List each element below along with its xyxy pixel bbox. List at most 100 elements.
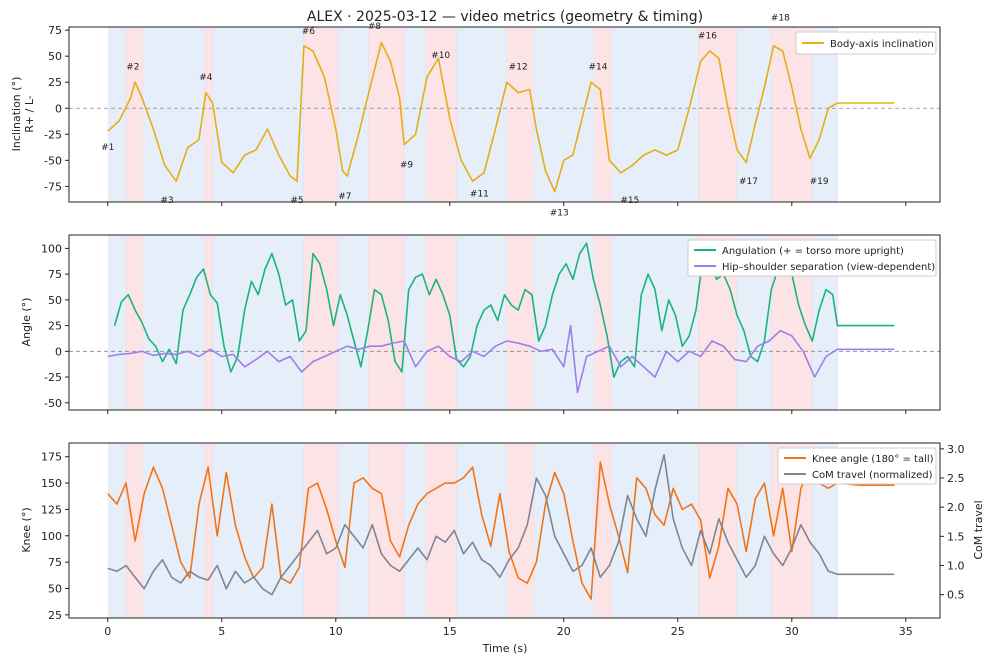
panel-angles-plot [69, 242, 940, 394]
ytick-label-inclination-1: -50 [44, 154, 62, 167]
phase-band-knee-1 [126, 443, 144, 618]
xtick-label-6: 30 [785, 625, 799, 638]
panel-inclination-bands [107, 27, 838, 202]
ytick-label-inclination-2: -25 [44, 128, 62, 141]
phase-band-angles-4 [212, 235, 304, 410]
annotation-6: #7 [338, 192, 351, 202]
phase-band-angles-1 [126, 235, 144, 410]
ytick-right-label-knee-0: 0.5 [947, 589, 965, 602]
phase-band-angles-0 [107, 235, 127, 410]
annotation-0: #1 [101, 143, 114, 153]
phase-band-knee-8 [404, 443, 426, 618]
panel-knee-frame [68, 442, 941, 619]
legend-box [777, 447, 937, 485]
panel-knee: 25 50 75 100 125 150 175 0.5 1.0 1.5 2.0 2.5 3.0 0 5… [20, 442, 985, 638]
ytick-label-angles-0: -50 [44, 397, 62, 410]
ytick-label-knee-4: 125 [41, 503, 62, 516]
phase-band-inclination-14 [611, 27, 699, 202]
phase-band-inclination-8 [404, 27, 426, 202]
phase-band-inclination-1 [126, 27, 144, 202]
panel-angles-legend: Angulation (+ = torso more upright) Hip–… [687, 239, 937, 277]
panel-angles: -50 -25 0 25 50 75 100 Angle (°) Angulation (+… [20, 234, 941, 414]
annotation-13: #14 [588, 63, 607, 73]
phase-band-knee-2 [143, 443, 205, 618]
phase-band-inclination-0 [107, 27, 127, 202]
panel-knee-yaxis: 25 50 75 100 125 150 175 [41, 451, 69, 622]
xtick-label-3: 15 [443, 625, 457, 638]
panel-inclination-xaxis [107, 202, 907, 206]
phase-band-knee-0 [107, 443, 127, 618]
annotation-5: #6 [302, 27, 316, 37]
ytick-label-angles-6: 100 [41, 242, 62, 255]
annotation-1: #2 [126, 63, 139, 73]
phase-band-angles-3 [204, 235, 213, 410]
panel-inclination-frame [68, 26, 941, 203]
panel-inclination-ylabel: Inclination (°) [10, 77, 23, 152]
annotation-3: #4 [199, 73, 213, 83]
xtick-label-4: 20 [557, 625, 571, 638]
phase-band-knee-11 [506, 443, 535, 618]
panel-inclination-annotations: #1#2#3#4#5#6#7#8#9#10#11#12#13#14#15#16#… [101, 14, 829, 219]
phase-band-inclination-12 [534, 27, 595, 202]
ytick-label-inclination-4: 25 [48, 76, 62, 89]
panel-inclination-plot [69, 41, 940, 193]
legend-label-com: CoM travel (normalized) [812, 470, 933, 481]
phase-band-knee-10 [456, 443, 507, 618]
ytick-right-label-knee-5: 3.0 [947, 443, 965, 456]
series-line-angles-1 [107, 324, 895, 394]
xtick-label-0: 0 [104, 625, 111, 638]
xtick-label-7: 35 [899, 625, 913, 638]
ytick-label-inclination-6: 75 [48, 24, 62, 37]
phase-band-knee-9 [425, 443, 457, 618]
annotation-18: #19 [810, 177, 829, 187]
annotation-16: #17 [739, 177, 758, 187]
ytick-label-knee-3: 100 [41, 530, 62, 543]
x-axis-label: Time (s) [482, 642, 528, 655]
ytick-right-label-knee-4: 2.5 [947, 472, 965, 485]
panel-knee-legend: Knee angle (180° = tall) CoM travel (nor… [777, 447, 937, 485]
phase-band-angles-11 [506, 235, 535, 410]
phase-band-knee-12 [534, 443, 595, 618]
annotation-11: #12 [509, 63, 528, 73]
phase-band-angles-6 [338, 235, 369, 410]
phase-band-angles-9 [425, 235, 457, 410]
phase-band-angles-13 [594, 235, 612, 410]
phase-band-knee-13 [594, 443, 612, 618]
ytick-label-knee-0: 25 [48, 609, 62, 622]
legend-label-knee: Knee angle (180° = tall) [812, 454, 934, 465]
panel-knee-xaxis: 0 5 10 15 20 25 30 35 [104, 618, 913, 638]
phase-band-inclination-15 [698, 27, 738, 202]
ytick-label-angles-2: 0 [55, 345, 62, 358]
ytick-label-inclination-0: -75 [44, 180, 62, 193]
ytick-right-label-knee-3: 2.0 [947, 501, 965, 514]
phase-band-inclination-18 [812, 27, 838, 202]
panel-angles-ylabel: Angle (°) [20, 298, 33, 347]
panel-inclination-yaxis: -75 -50 -25 0 25 50 75 [44, 24, 69, 193]
annotation-12: #13 [550, 208, 569, 218]
panel-angles-yaxis: -50 -25 0 25 50 75 100 [41, 242, 69, 410]
phase-band-inclination-17 [771, 27, 813, 202]
panel-knee-ylabel-right: CoM travel [972, 500, 985, 559]
xtick-label-1: 5 [218, 625, 225, 638]
panel-knee-yaxis-right: 0.5 1.0 1.5 2.0 2.5 3.0 [940, 443, 965, 602]
legend-label-angulation: Angulation (+ = torso more upright) [722, 246, 904, 257]
annotation-15: #16 [698, 31, 717, 41]
ytick-label-knee-5: 150 [41, 477, 62, 490]
panel-knee-bands [107, 443, 838, 618]
ytick-label-angles-5: 75 [48, 268, 62, 281]
ytick-label-inclination-5: 50 [48, 50, 62, 63]
annotation-9: #10 [431, 51, 450, 61]
phase-band-angles-14 [611, 235, 699, 410]
phase-band-inclination-2 [143, 27, 205, 202]
annotation-10: #11 [470, 190, 489, 200]
ytick-label-inclination-3: 0 [55, 102, 62, 115]
phase-band-inclination-3 [204, 27, 213, 202]
series-line-knee-0 [107, 461, 895, 600]
xtick-label-5: 25 [671, 625, 685, 638]
panel-inclination-legend: Body-axis inclination [795, 31, 937, 55]
annotation-4: #5 [290, 196, 303, 206]
ytick-right-label-knee-1: 1.0 [947, 560, 965, 573]
series-line-angles-0 [113, 242, 895, 378]
